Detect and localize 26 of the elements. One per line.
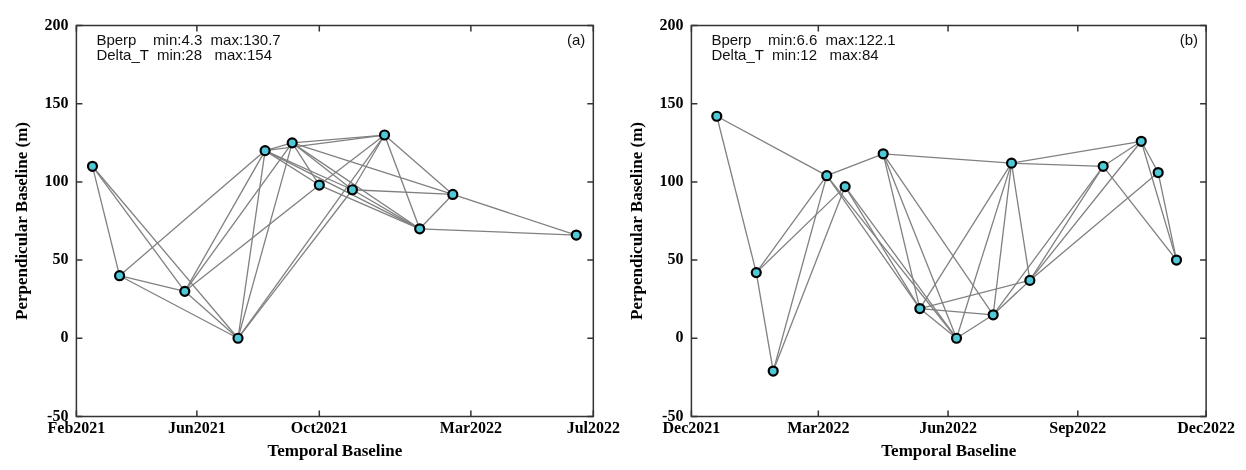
y-tick-label: 150 — [44, 93, 69, 111]
x-axis-title: Temporal Baseline — [267, 441, 403, 461]
x-axis-title: Temporal Baseline — [881, 441, 1017, 461]
y-tick-label: 100 — [659, 172, 684, 190]
x-tick-label: Dec2022 — [1177, 419, 1235, 437]
y-tick-label: 200 — [659, 15, 684, 33]
y-tick-label: 0 — [675, 328, 684, 346]
x-tick-label: Jul2022 — [566, 419, 620, 437]
x-tick-label: Oct2021 — [290, 419, 348, 437]
x-tick-label: Jun2022 — [919, 419, 977, 437]
x-tick-label: Sep2022 — [1049, 419, 1107, 438]
x-tick-label: Jun2021 — [167, 419, 226, 437]
y-tick-label: 100 — [44, 172, 69, 190]
y-tick-label: 0 — [60, 328, 69, 346]
annotation: Bperp min:6.6 max:122.1 — [711, 31, 896, 49]
y-axis-title: Perpendicular Baseline (m) — [11, 122, 31, 320]
x-tick-label: Mar2022 — [787, 419, 850, 437]
y-tick-label: 50 — [667, 250, 684, 268]
y-tick-label: 50 — [52, 250, 69, 268]
x-tick-label: Mar2022 — [439, 419, 502, 437]
y-axis-title: Perpendicular Baseline (m) — [626, 122, 646, 320]
annotation: (b) — [1179, 31, 1199, 49]
y-tick-label: 200 — [44, 15, 69, 33]
y-tick-label: 150 — [659, 93, 684, 111]
annotation: Bperp min:4.3 max:130.7 — [96, 31, 281, 49]
annotation: (a) — [566, 31, 586, 49]
